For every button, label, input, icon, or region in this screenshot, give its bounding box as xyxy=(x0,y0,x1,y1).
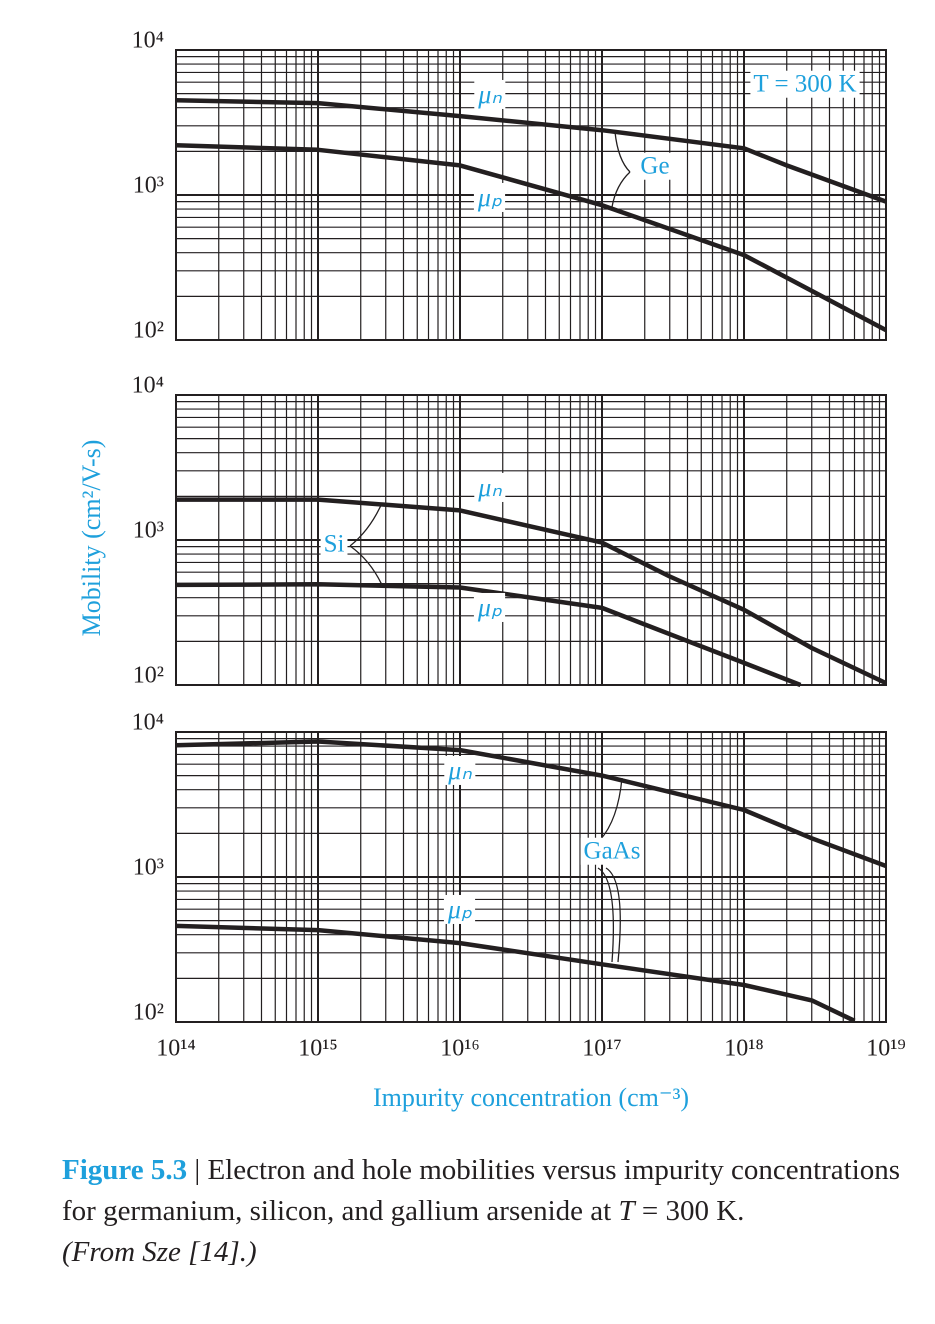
series-line xyxy=(175,582,802,688)
series-label: μₙ xyxy=(477,80,502,109)
y-tick-label: 10³ xyxy=(133,173,164,199)
y-tick-label: 10⁴ xyxy=(132,28,164,54)
y-tick-label: 10² xyxy=(133,663,164,689)
bracket xyxy=(599,777,623,841)
plot-frame xyxy=(175,731,887,1023)
series-label: μₚ xyxy=(477,593,502,622)
series-line xyxy=(175,923,856,1023)
series-line xyxy=(176,497,887,686)
bracket xyxy=(349,545,383,586)
y-tick-label: 10⁴ xyxy=(132,710,164,736)
y-tick-label: 10³ xyxy=(133,518,164,544)
series-line xyxy=(175,739,887,869)
x-axis-label: Impurity concentration (cm⁻³) xyxy=(373,1083,689,1112)
label-background xyxy=(750,70,860,98)
x-tick-label: 10¹⁷ xyxy=(582,1036,622,1062)
annotation: Ge xyxy=(640,153,669,180)
bracket xyxy=(349,502,383,547)
series-label: μₙ xyxy=(477,473,502,502)
caption-separator: | xyxy=(194,1154,201,1186)
x-tick-label: 10¹⁶ xyxy=(440,1036,480,1062)
bracket xyxy=(614,131,631,173)
x-tick-label: 10¹⁹ xyxy=(866,1036,906,1062)
chart: 10² 10³ 10⁴ μₙ μₚ Ge T = 300 K 10² 10³ 10⁴ μₙ μₚ Si M… xyxy=(77,28,906,1112)
series-label: μₚ xyxy=(477,183,502,212)
label-background xyxy=(443,894,476,924)
label-background xyxy=(474,79,506,109)
plot-frame xyxy=(175,394,887,686)
series-label: μₚ xyxy=(447,895,472,924)
x-tick-label: 10¹⁸ xyxy=(724,1036,764,1062)
label-background xyxy=(320,530,348,558)
label-background xyxy=(444,755,476,785)
label-background xyxy=(637,152,673,180)
y-tick-label: 10³ xyxy=(133,855,164,881)
caption-variable: T xyxy=(618,1195,635,1227)
bracket xyxy=(611,171,631,208)
caption-text-end: = 300 K. xyxy=(634,1195,745,1227)
caption-text: Electron and hole mobilities versus impu… xyxy=(62,1154,901,1227)
caption-source: (From Sze [14].) xyxy=(62,1236,257,1268)
caption: Figure 5.3 | Electron and hole mobilitie… xyxy=(62,1150,902,1273)
y-axis-label: Mobility (cm²/V-s) xyxy=(77,440,106,637)
bracket xyxy=(605,867,621,963)
label-background xyxy=(580,837,644,865)
y-tick-label: 10² xyxy=(133,1000,164,1026)
label-background xyxy=(474,472,506,502)
series-line xyxy=(175,143,888,333)
label-background xyxy=(473,592,506,622)
x-tick-label: 10¹⁵ xyxy=(298,1036,338,1062)
annotation: T = 300 K xyxy=(753,71,856,98)
series-label: μₙ xyxy=(447,756,472,785)
annotation: GaAs xyxy=(584,838,641,865)
series-line xyxy=(175,98,887,204)
y-tick-label: 10² xyxy=(133,318,164,344)
x-tick-label: 10¹⁴ xyxy=(156,1036,196,1062)
annotation: Si xyxy=(324,531,345,558)
plot-frame xyxy=(175,49,887,341)
label-background xyxy=(473,182,506,212)
y-tick-label: 10⁴ xyxy=(132,373,164,399)
caption-label: Figure 5.3 xyxy=(62,1154,188,1186)
bracket xyxy=(597,867,614,963)
